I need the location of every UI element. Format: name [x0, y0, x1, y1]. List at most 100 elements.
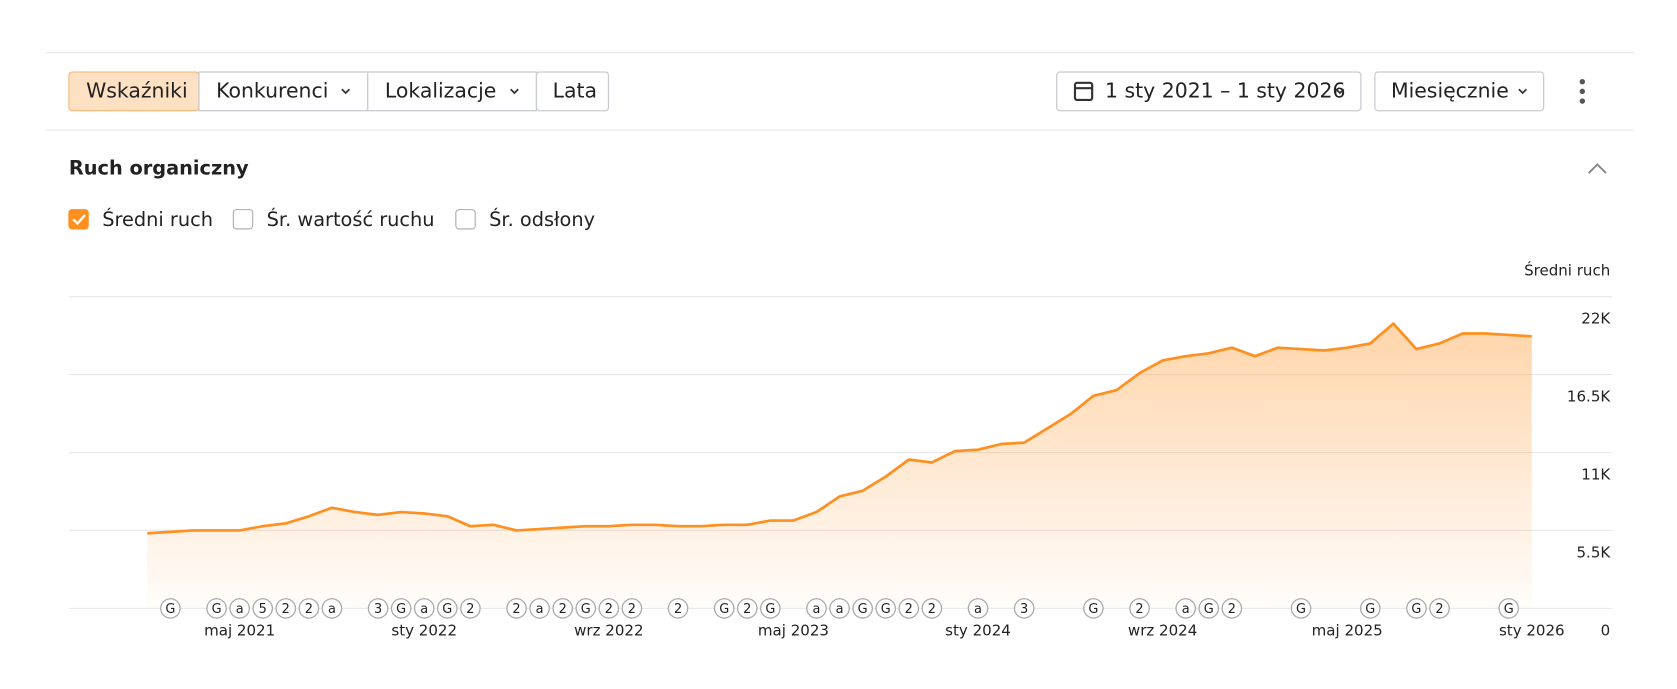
event-marker[interactable]: [1221, 598, 1243, 619]
tab[interactable]: Lata: [553, 78, 597, 102]
y-tick-label: 22K: [1581, 310, 1611, 328]
event-marker[interactable]: [436, 598, 458, 619]
checkbox[interactable]: [455, 209, 476, 230]
collapse-button[interactable]: [1588, 163, 1607, 174]
tab[interactable]: Konkurenci: [216, 78, 328, 102]
event-marker-label[interactable]: G: [396, 602, 406, 617]
event-marker-label[interactable]: 3: [1020, 602, 1028, 617]
event-marker-label[interactable]: G: [212, 602, 222, 617]
event-marker-label[interactable]: G: [1088, 602, 1098, 617]
event-marker[interactable]: [829, 598, 850, 619]
event-marker[interactable]: [460, 598, 481, 619]
event-marker-label[interactable]: G: [1365, 602, 1375, 617]
event-marker[interactable]: [206, 598, 227, 619]
checkbox-label[interactable]: Śr. odsłony: [489, 207, 595, 231]
interval[interactable]: Miesięcznie: [1391, 78, 1509, 102]
date-button[interactable]: [1056, 71, 1362, 112]
event-marker-label[interactable]: G: [1411, 602, 1421, 617]
event-marker-label[interactable]: 2: [512, 602, 520, 617]
event-marker[interactable]: [229, 598, 250, 619]
event-marker-label[interactable]: G: [165, 602, 175, 617]
date-range[interactable]: 1 sty 2021 – 1 sty 2026: [1105, 78, 1345, 102]
event-marker-label[interactable]: G: [881, 602, 891, 617]
event-marker[interactable]: [575, 598, 597, 619]
event-marker-label[interactable]: 2: [928, 602, 936, 617]
event-marker[interactable]: [667, 598, 689, 619]
event-marker[interactable]: [621, 598, 643, 619]
event-marker[interactable]: [598, 598, 620, 619]
event-marker[interactable]: [1013, 598, 1035, 619]
tab[interactable]: [367, 71, 538, 112]
menu-button[interactable]: [1579, 79, 1586, 104]
event-marker-label[interactable]: a: [836, 602, 844, 617]
event-marker-label[interactable]: 2: [605, 602, 613, 617]
event-marker[interactable]: [1406, 598, 1427, 619]
event-marker-label[interactable]: 5: [259, 602, 267, 617]
event-marker[interactable]: [506, 598, 527, 619]
event-marker-label[interactable]: G: [765, 602, 775, 617]
event-marker[interactable]: [552, 598, 574, 619]
event-marker[interactable]: [413, 598, 435, 619]
event-marker[interactable]: [1083, 598, 1104, 619]
event-marker-label[interactable]: G: [1504, 602, 1514, 617]
event-marker[interactable]: [806, 598, 827, 619]
event-marker-label[interactable]: 2: [1435, 602, 1443, 617]
event-marker[interactable]: [367, 598, 389, 619]
tab[interactable]: [198, 71, 369, 112]
event-marker-label[interactable]: 2: [905, 602, 913, 617]
event-marker-label[interactable]: a: [1182, 602, 1190, 617]
event-marker-label[interactable]: 2: [1228, 602, 1236, 617]
event-marker-label[interactable]: a: [420, 602, 428, 617]
event-marker[interactable]: [852, 598, 873, 619]
event-marker[interactable]: [736, 598, 758, 619]
event-marker-label[interactable]: 3: [374, 602, 382, 617]
event-marker-label[interactable]: G: [719, 602, 729, 617]
event-marker[interactable]: [1429, 598, 1450, 619]
event-marker[interactable]: [1198, 598, 1220, 619]
checkbox[interactable]: [232, 209, 254, 230]
event-marker-label[interactable]: 2: [305, 602, 313, 617]
event-marker[interactable]: [298, 598, 320, 619]
tab[interactable]: [535, 71, 610, 112]
event-marker-label[interactable]: G: [581, 602, 591, 617]
event-marker-label[interactable]: 2: [628, 602, 636, 617]
event-marker[interactable]: [898, 598, 920, 619]
event-marker[interactable]: [1498, 598, 1520, 619]
event-marker[interactable]: [713, 598, 735, 619]
event-marker[interactable]: [275, 598, 297, 619]
event-marker-label[interactable]: 2: [1135, 602, 1143, 617]
event-marker[interactable]: [760, 598, 781, 619]
checkbox-label[interactable]: Średni ruch: [102, 207, 213, 231]
event-marker[interactable]: [390, 598, 412, 619]
checkbox-label[interactable]: Śr. wartość ruchu: [267, 207, 435, 231]
event-marker[interactable]: [1175, 598, 1197, 619]
event-marker[interactable]: [529, 598, 550, 619]
tab[interactable]: Lokalizacje: [385, 78, 496, 102]
event-marker[interactable]: [875, 598, 897, 619]
event-marker-label[interactable]: a: [974, 602, 982, 617]
event-marker[interactable]: [921, 598, 943, 619]
event-marker[interactable]: [1290, 598, 1312, 619]
event-marker-label[interactable]: a: [536, 602, 544, 617]
event-marker[interactable]: [160, 598, 181, 619]
tab[interactable]: Wskaźniki: [86, 78, 188, 102]
event-marker-label[interactable]: G: [1296, 602, 1306, 617]
event-marker-label[interactable]: 2: [743, 602, 751, 617]
event-marker-label[interactable]: 2: [466, 602, 474, 617]
event-marker[interactable]: [321, 598, 343, 619]
event-marker-label[interactable]: 2: [559, 602, 567, 617]
event-marker[interactable]: [967, 598, 989, 619]
event-marker[interactable]: [1359, 598, 1381, 619]
event-marker-label[interactable]: a: [813, 602, 821, 617]
checkbox[interactable]: [68, 209, 89, 230]
event-marker-label[interactable]: G: [442, 602, 452, 617]
interval-button[interactable]: [1374, 71, 1545, 112]
event-marker-label[interactable]: a: [236, 602, 244, 617]
event-marker-label[interactable]: G: [858, 602, 868, 617]
event-marker-label[interactable]: a: [328, 602, 336, 617]
event-marker-label[interactable]: 2: [282, 602, 290, 617]
event-marker[interactable]: [252, 598, 274, 619]
event-marker[interactable]: [1129, 598, 1150, 619]
event-marker-label[interactable]: 2: [674, 602, 682, 617]
event-marker-label[interactable]: G: [1204, 602, 1214, 617]
